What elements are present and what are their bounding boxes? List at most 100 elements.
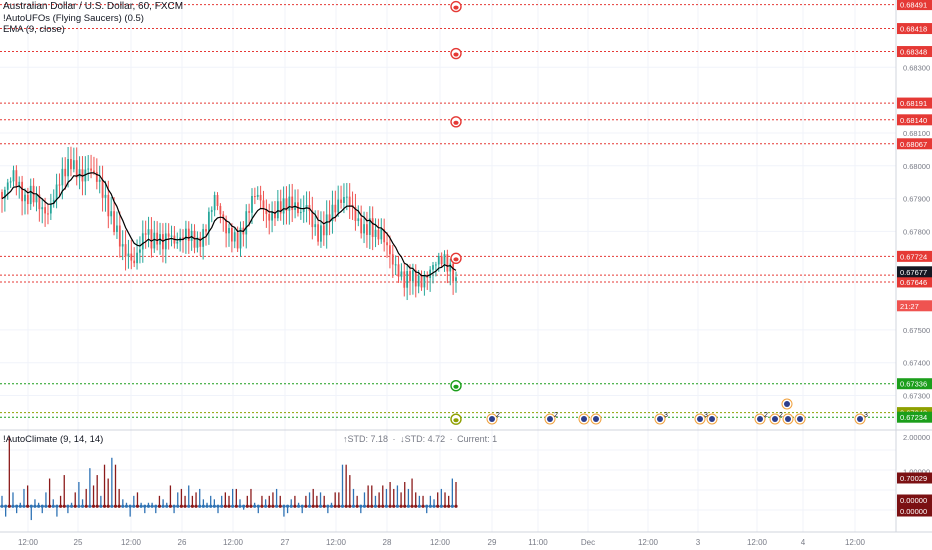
oscillator-dot xyxy=(172,504,176,508)
event-markers: 2 2 3 3 2 2 3 xyxy=(486,398,868,425)
candle-body xyxy=(1,192,3,199)
candle-body xyxy=(185,228,187,240)
time-tick-label: 26 xyxy=(178,538,187,547)
oscillator-value-badge: 0.00000 xyxy=(897,494,932,506)
candle-body xyxy=(279,201,282,214)
candle xyxy=(219,203,222,224)
current-value: Current: 1 xyxy=(457,434,498,444)
candle-body xyxy=(397,264,400,277)
event-flag-core xyxy=(784,401,790,407)
ufo-support-icon xyxy=(450,380,462,392)
candle-body xyxy=(44,207,46,214)
candle-body xyxy=(147,229,150,235)
candle xyxy=(253,187,256,205)
badge-text: 0.68348 xyxy=(900,48,927,57)
oscillator-legend[interactable]: !AutoClimate (9, 14, 14) xyxy=(3,434,104,445)
oscillator-dot xyxy=(282,504,286,508)
candle-body xyxy=(167,233,170,237)
symbol-legend[interactable]: Australian Dollar / U.S. Dollar, 60, FXC… xyxy=(3,1,184,12)
candle-body xyxy=(6,182,9,190)
price-tick-label: 0.68300 xyxy=(903,63,930,72)
oscillator-dot xyxy=(329,504,334,508)
oscillator-dot xyxy=(110,504,114,508)
oscillator-dot xyxy=(91,504,96,508)
candle-body xyxy=(366,224,368,235)
candle-body xyxy=(228,227,230,234)
candle-body xyxy=(230,227,233,242)
candle xyxy=(423,270,426,296)
candle-body xyxy=(256,194,259,197)
candle-body xyxy=(110,211,113,217)
oscillator-dot xyxy=(205,504,209,508)
oscillator-dot xyxy=(366,504,370,508)
indicator-legend-autoufos[interactable]: !AutoUFOs (Flying Saucers) (0.5) xyxy=(3,13,144,24)
candle-body xyxy=(328,214,331,222)
badge-bg xyxy=(897,411,932,423)
candle xyxy=(35,186,38,212)
candle-body xyxy=(205,229,207,232)
oscillator-dot xyxy=(113,504,118,508)
badge-bg xyxy=(897,46,932,58)
oscillator-dot xyxy=(176,504,180,508)
candle-body xyxy=(345,196,348,198)
candle-body xyxy=(216,195,219,206)
candle xyxy=(279,189,282,221)
oscillator-dot xyxy=(447,504,451,508)
candle xyxy=(288,184,291,225)
candle-body xyxy=(443,254,446,265)
indicator-legend-ema[interactable]: EMA (9, close) xyxy=(3,24,65,35)
oscillator-dot xyxy=(194,504,198,508)
candle xyxy=(3,186,6,212)
candle-body xyxy=(325,214,328,236)
candle xyxy=(348,183,351,220)
oscillator-dot xyxy=(370,504,374,508)
candle xyxy=(417,269,420,294)
candle xyxy=(268,203,271,235)
candle xyxy=(271,201,273,233)
candle-body xyxy=(389,245,391,255)
candle xyxy=(228,223,230,247)
time-tick-label: 12:00 xyxy=(121,538,142,547)
candle-body xyxy=(299,211,302,214)
time-tick-label: 12:00 xyxy=(430,538,451,547)
oscillator-dot xyxy=(26,504,30,508)
candle-body xyxy=(403,271,406,288)
candle xyxy=(331,190,334,234)
event-count: 2 xyxy=(496,412,500,419)
event-flag-icon: 3 xyxy=(854,412,868,425)
candle-body xyxy=(239,227,242,249)
candle xyxy=(337,185,340,217)
candle-body xyxy=(423,275,426,288)
candle-body xyxy=(90,168,92,171)
candle-body xyxy=(233,232,236,242)
candle xyxy=(29,178,32,211)
oscillator-dot xyxy=(66,504,70,508)
candle-body xyxy=(182,237,184,240)
price-tick-label: 0.67400 xyxy=(903,359,930,368)
oscillator-dot xyxy=(377,504,381,508)
oscillator-dot xyxy=(146,504,151,508)
candle-body xyxy=(78,169,81,178)
oscillator-dot xyxy=(168,504,173,508)
candle xyxy=(383,218,386,252)
price-axis-ticks: 0.68300 0.68100 0.68000 0.67900 0.67800 0.675… xyxy=(903,63,930,400)
resistance-price-badge: 0.67724 xyxy=(897,250,932,262)
oscillator-dot xyxy=(267,504,271,508)
event-flag-core xyxy=(657,416,663,422)
ufo-resistance-icon xyxy=(450,116,462,128)
candle xyxy=(394,255,397,276)
candle xyxy=(41,198,44,224)
candle-body xyxy=(136,252,138,264)
oscillator-dot xyxy=(406,504,411,508)
oscillator-dot xyxy=(443,504,447,508)
candle xyxy=(182,229,184,253)
event-flag-core xyxy=(857,416,863,422)
oscillator-dot xyxy=(289,504,293,508)
resistance-price-badge: 0.67646 xyxy=(897,276,932,288)
candle-body xyxy=(18,181,21,186)
badge-bg xyxy=(897,494,932,506)
oscillator-dot xyxy=(37,504,41,508)
candle xyxy=(6,178,9,200)
candle-body xyxy=(248,211,251,213)
